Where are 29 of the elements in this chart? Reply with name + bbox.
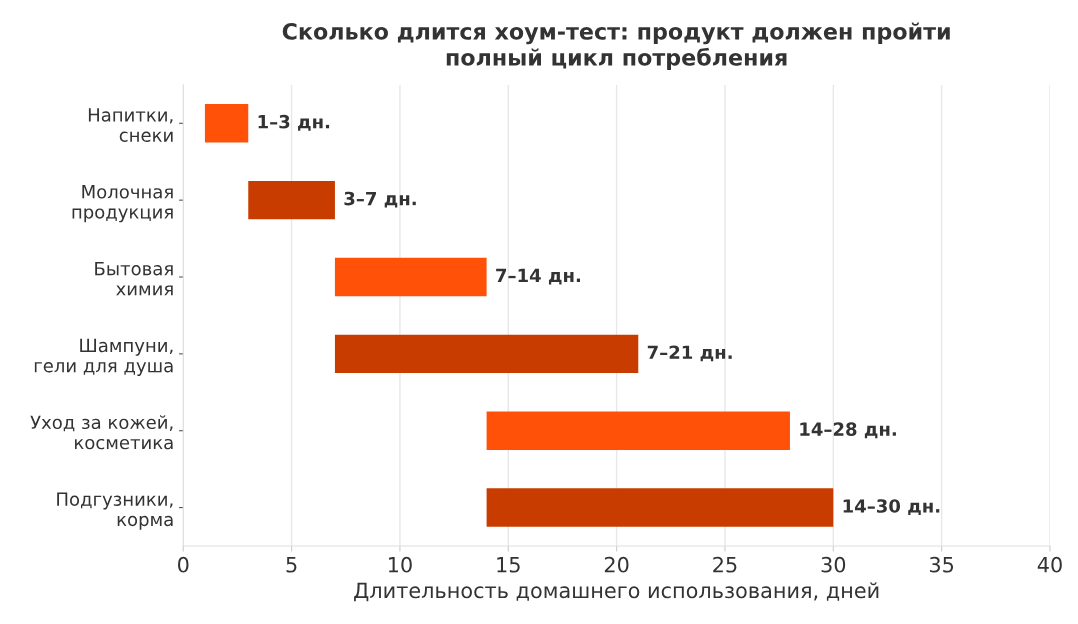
x-tick-label: 15 [497,557,520,573]
data-label: 7–14 дн. [496,268,581,285]
y-tick-label: Напитки, снеки [88,108,173,142]
y-tick-label: Шампуни, гели для душа [34,338,173,376]
bar [334,257,487,297]
bar [486,488,834,527]
bar [204,104,249,143]
x-tick-label: 10 [388,556,412,573]
y-tick-label: Уход за кожей, косметика [30,415,173,450]
bar [486,411,790,450]
y-tick-label: Бытовая химия [95,261,173,296]
bar [248,180,335,220]
x-tick-label: 40 [1037,556,1062,573]
data-label: 14–28 дн. [800,422,896,439]
data-label: 14–30 дн. [843,499,940,516]
y-tick-label: Молочная продукция [72,185,173,223]
chart-title: Сколько длится хоум-тест: продукт должен пройти полный цикл потребления [282,22,950,71]
x-tick-label: 25 [713,556,737,573]
y-tick-label: Подгузники, корма [57,492,173,530]
x-tick-label: 5 [286,557,297,573]
x-tick-label: 0 [178,556,189,573]
data-label: 1–3 дн. [258,114,330,131]
x-tick-label: 30 [821,556,846,573]
x-axis-title: Длительность домашнего использования, дней [354,582,879,602]
x-tick-label: 35 [929,556,954,573]
data-label: 3–7 дн. [344,191,416,208]
data-label: 7–21 дн. [647,345,732,362]
bar [334,334,639,374]
x-tick-label: 20 [604,556,629,573]
